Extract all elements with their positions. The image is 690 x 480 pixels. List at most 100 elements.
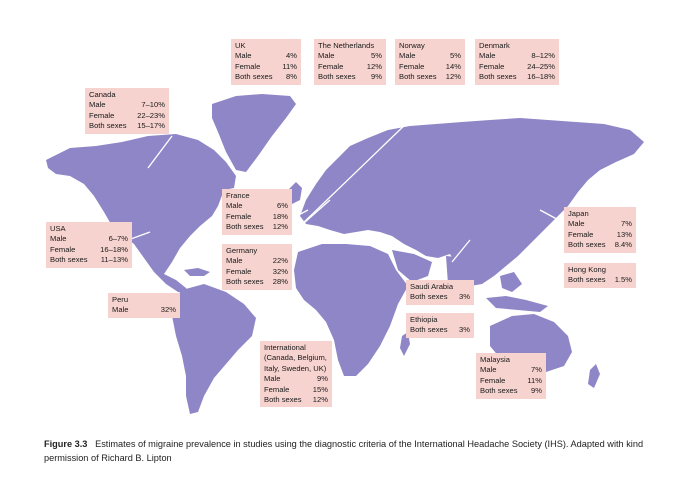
row-value: 16–18% (527, 72, 555, 82)
row-value: 22% (272, 256, 288, 266)
box-denmark: Denmark Male 8–12% Female 24–25% Both sexe… (475, 39, 559, 85)
box-title: Peru (112, 295, 129, 304)
box-title: UK (235, 41, 246, 50)
row-label: Both sexes (226, 222, 264, 232)
row-value: 5% (450, 51, 461, 61)
row-value: 3% (459, 325, 470, 335)
row-value: 32% (272, 266, 288, 276)
box-title: USA (50, 224, 66, 233)
landmass-scandinavia (332, 148, 362, 186)
row-label: Both sexes (50, 255, 88, 265)
box-hong-kong: Hong Kong Both sexes 1.5% (564, 263, 636, 288)
row-label: Female (89, 110, 115, 120)
row-value: 14% (445, 61, 461, 71)
row-value: 12% (312, 395, 328, 405)
box-uk: UK Male 4% Female 11% Both sexes 8% (231, 39, 301, 85)
box-peru: Peru Male 32% (108, 293, 180, 318)
box-title: Canada (89, 90, 116, 99)
box-ethiopia: Ethiopia Both sexes 3% (406, 313, 474, 338)
row-label: Female (318, 61, 344, 71)
row-label: Both sexes (410, 292, 448, 302)
row-label: Male (235, 51, 252, 61)
row-value: 16–18% (100, 244, 128, 254)
row-label: Both sexes (226, 277, 264, 287)
row-value: 1.5% (614, 275, 632, 285)
box-title: Denmark (479, 41, 510, 50)
row-value: 6–7% (108, 234, 128, 244)
row-value: 11% (282, 61, 297, 71)
row-label: Female (50, 244, 76, 254)
row-label: Female (226, 211, 252, 221)
leader-line (295, 199, 331, 231)
caption-text: Estimates of migraine prevalence in stud… (44, 439, 644, 463)
leader-line (299, 119, 411, 227)
row-value: 15% (312, 384, 328, 394)
row-label: Both sexes (410, 325, 448, 335)
row-value: 12% (445, 72, 461, 82)
box-usa: USA Male 6–7% Female 16–18% Both sexes 11–1… (46, 222, 132, 268)
box-title: Japan (568, 209, 589, 218)
row-value: 11–13% (100, 255, 128, 265)
figure-label: Figure 3.3 (44, 439, 88, 449)
row-value: 9% (371, 72, 382, 82)
landmass-south-america (172, 284, 256, 414)
row-label: Male (568, 219, 585, 229)
row-value: 8–12% (531, 51, 555, 61)
figure-caption: Figure 3.3 Estimates of migraine prevale… (44, 437, 664, 465)
landmass-indonesia (486, 296, 548, 312)
row-label: Both sexes (235, 72, 273, 82)
box-title: Saudi Arabia (410, 282, 454, 291)
row-label: Male (112, 305, 129, 315)
box-netherlands: The Netherlands Male 5% Female 12% Both se… (314, 39, 386, 85)
box-title: Norway (399, 41, 425, 50)
row-value: 8.4% (614, 240, 632, 250)
row-label: Female (264, 384, 290, 394)
row-label: Male (318, 51, 335, 61)
row-label: Both sexes (480, 386, 518, 396)
row-label: Female (479, 61, 505, 71)
row-value: 4% (286, 51, 297, 61)
row-label: Male (480, 365, 497, 375)
landmass-eurasia (300, 118, 644, 286)
box-title: The Netherlands (318, 41, 375, 50)
row-value: 32% (160, 305, 176, 315)
row-value: 5% (371, 51, 382, 61)
row-label: Both sexes (318, 72, 356, 82)
box-canada: Canada Male 7–10% Female 22–23% Both sexes… (85, 88, 169, 134)
landmass-caribbean (184, 268, 210, 276)
row-label: Both sexes (89, 121, 127, 131)
box-title: Ethiopia (410, 315, 438, 324)
row-label: Male (226, 256, 243, 266)
row-value: 12% (366, 61, 382, 71)
row-value: 7% (621, 219, 632, 229)
box-malaysia: Malaysia Male 7% Female 11% Both sexes 9% (476, 353, 546, 399)
row-label: Female (568, 229, 594, 239)
leader-line (451, 239, 471, 263)
box-title: International (264, 343, 306, 352)
row-value: 7% (531, 365, 542, 375)
row-value: 7–10% (141, 100, 165, 110)
row-value: 12% (272, 222, 288, 232)
row-label: Male (399, 51, 416, 61)
landmass-arabia (392, 250, 432, 282)
leader-line (539, 209, 567, 225)
row-value: 24–25% (527, 61, 555, 71)
leader-line (147, 135, 173, 169)
row-label: Male (479, 51, 496, 61)
row-value: 8% (286, 72, 297, 82)
box-france: France Male 6% Female 18% Both sexes 12% (222, 189, 292, 235)
row-value: 9% (531, 386, 542, 396)
box-title: Germany (226, 246, 258, 255)
row-value: 9% (317, 374, 328, 384)
box-germany: Germany Male 22% Female 32% Both sexes 28% (222, 244, 292, 290)
row-label: Both sexes (568, 275, 606, 285)
box-title: France (226, 191, 250, 200)
box-title: Italy, Sweden, UK) (264, 363, 327, 373)
row-label: Male (89, 100, 106, 110)
row-label: Both sexes (568, 240, 606, 250)
row-label: Female (480, 375, 506, 385)
row-value: 3% (459, 292, 470, 302)
box-title: (Canada, Belgium, (264, 353, 327, 363)
row-label: Male (226, 201, 243, 211)
box-title: Hong Kong (568, 265, 606, 274)
